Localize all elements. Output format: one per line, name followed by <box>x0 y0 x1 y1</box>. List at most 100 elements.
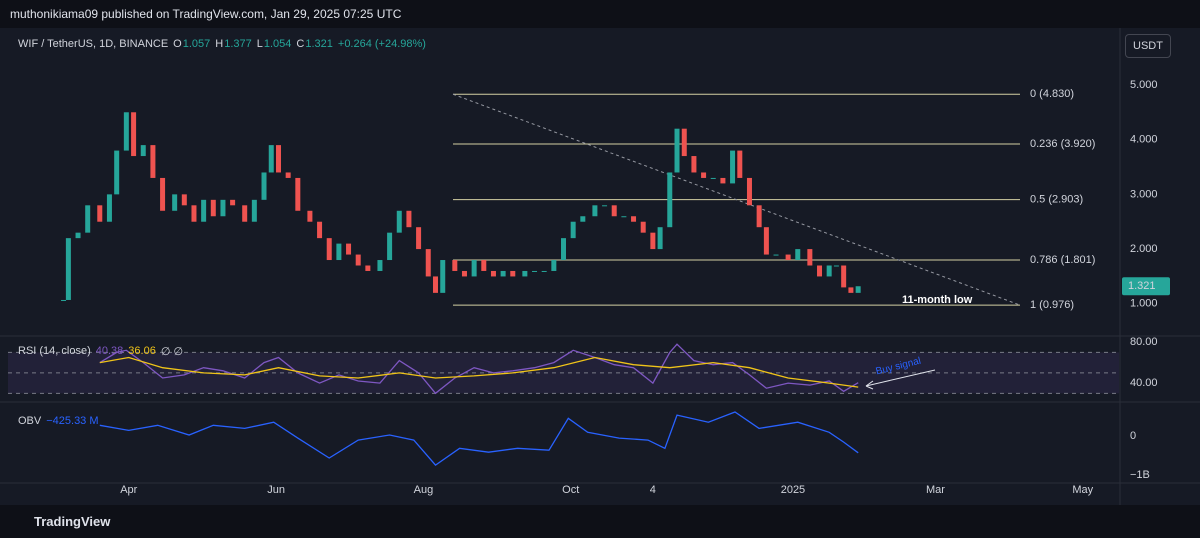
candle <box>621 216 627 218</box>
candle <box>691 156 697 173</box>
candle <box>667 172 673 228</box>
y-tick-label: 3.000 <box>1130 188 1158 200</box>
candle <box>220 199 226 217</box>
candle <box>773 254 779 256</box>
candle <box>85 205 91 233</box>
candle <box>440 260 446 293</box>
candle <box>365 265 371 271</box>
candle <box>848 287 854 293</box>
candle <box>561 238 566 261</box>
candle <box>131 112 137 157</box>
x-tick-label: 4 <box>650 484 656 496</box>
candle <box>285 172 291 178</box>
candle <box>730 150 736 184</box>
y-tick-label: 4.000 <box>1130 134 1158 146</box>
obv-title: OBV <box>18 415 42 427</box>
candle <box>710 177 716 179</box>
candle <box>522 270 528 277</box>
price-tag-box <box>1122 277 1170 296</box>
fib-label: 0 (4.830) <box>1030 88 1074 100</box>
candle <box>261 172 267 200</box>
candle <box>541 270 547 272</box>
candle <box>763 227 769 255</box>
fib-label: 1 (0.976) <box>1030 299 1074 311</box>
currency-button[interactable]: USDT <box>1125 34 1171 58</box>
rsi-value: 40.38 <box>95 345 124 357</box>
annotation: 11-month low <box>902 294 973 306</box>
candle <box>307 210 313 222</box>
candle <box>785 254 791 261</box>
candle <box>242 205 248 222</box>
y-tick-label: 40.00 <box>1130 377 1158 389</box>
fib-label: 0.5 (2.903) <box>1030 194 1083 206</box>
ohlc-value: 1.054 <box>263 38 292 50</box>
candle <box>510 270 516 277</box>
candle <box>681 128 687 157</box>
ohlc-value: 1.377 <box>224 38 252 50</box>
candle <box>336 243 342 261</box>
candle <box>833 265 839 267</box>
candle <box>387 232 393 261</box>
candle <box>720 177 726 184</box>
candle <box>674 128 680 173</box>
candle <box>396 210 402 233</box>
ohlc-key: H <box>215 38 224 50</box>
candle <box>75 232 81 239</box>
candle <box>65 238 71 300</box>
candle <box>611 205 617 217</box>
obv-legend: OBV −425.33 M <box>18 415 99 427</box>
candle <box>160 177 166 211</box>
indicator-line <box>99 411 859 466</box>
y-tick-label: −1B <box>1130 469 1150 481</box>
candle <box>295 177 301 211</box>
price-legend: WIF / TetherUS, 1D, BINANCE O 1.057 H 1.377… <box>18 38 426 50</box>
publisher-bar: muthonikiama09 published on TradingView.… <box>0 0 1200 28</box>
indicator-line <box>99 343 859 395</box>
ohlc-key: C <box>296 38 305 50</box>
candle <box>317 221 323 239</box>
x-tick-label: Aug <box>414 484 434 496</box>
symbol: WIF / TetherUS, 1D, BINANCE <box>18 38 169 50</box>
candle <box>61 299 67 301</box>
signal-arrowhead <box>865 380 874 390</box>
y-tick-label: 80.00 <box>1130 336 1158 348</box>
candle <box>841 265 847 288</box>
candle <box>191 205 197 222</box>
candle <box>592 205 598 217</box>
candle <box>346 243 352 255</box>
candle <box>114 150 120 195</box>
indicator-line <box>99 356 859 388</box>
y-tick-label: 2.000 <box>1130 243 1158 255</box>
candle <box>432 276 438 293</box>
candle <box>123 112 129 151</box>
candle <box>230 199 236 206</box>
candle <box>551 260 557 271</box>
candle <box>201 199 207 222</box>
candle <box>172 194 178 211</box>
candle <box>377 260 383 271</box>
candle <box>817 265 823 277</box>
candle <box>106 194 112 222</box>
candle <box>326 238 332 261</box>
y-tick-label: 1.000 <box>1130 298 1158 310</box>
candle <box>471 260 477 277</box>
ohlc: O 1.057 H 1.377 L 1.054 C 1.321 <box>173 38 333 50</box>
trend-line <box>452 93 1021 306</box>
candle <box>855 286 861 293</box>
fib-label: 0.236 (3.920) <box>1030 138 1095 150</box>
rsi-extra: ∅ ∅ <box>160 346 184 358</box>
rsi-title: RSI (14, close) <box>18 345 91 357</box>
candle <box>737 150 743 178</box>
x-tick-label: Jun <box>267 484 285 496</box>
candle <box>756 205 762 228</box>
x-tick-label: Oct <box>562 484 579 496</box>
candle <box>826 265 832 277</box>
candle <box>481 260 487 271</box>
ohlc-key: O <box>173 38 182 50</box>
ohlc-value: 1.057 <box>182 38 211 50</box>
rsi-legend: RSI (14, close) 40.38 36.06 ∅ ∅ <box>18 345 183 358</box>
candle <box>452 260 458 271</box>
candle <box>97 205 103 222</box>
candle <box>150 145 156 178</box>
candle <box>746 177 752 206</box>
